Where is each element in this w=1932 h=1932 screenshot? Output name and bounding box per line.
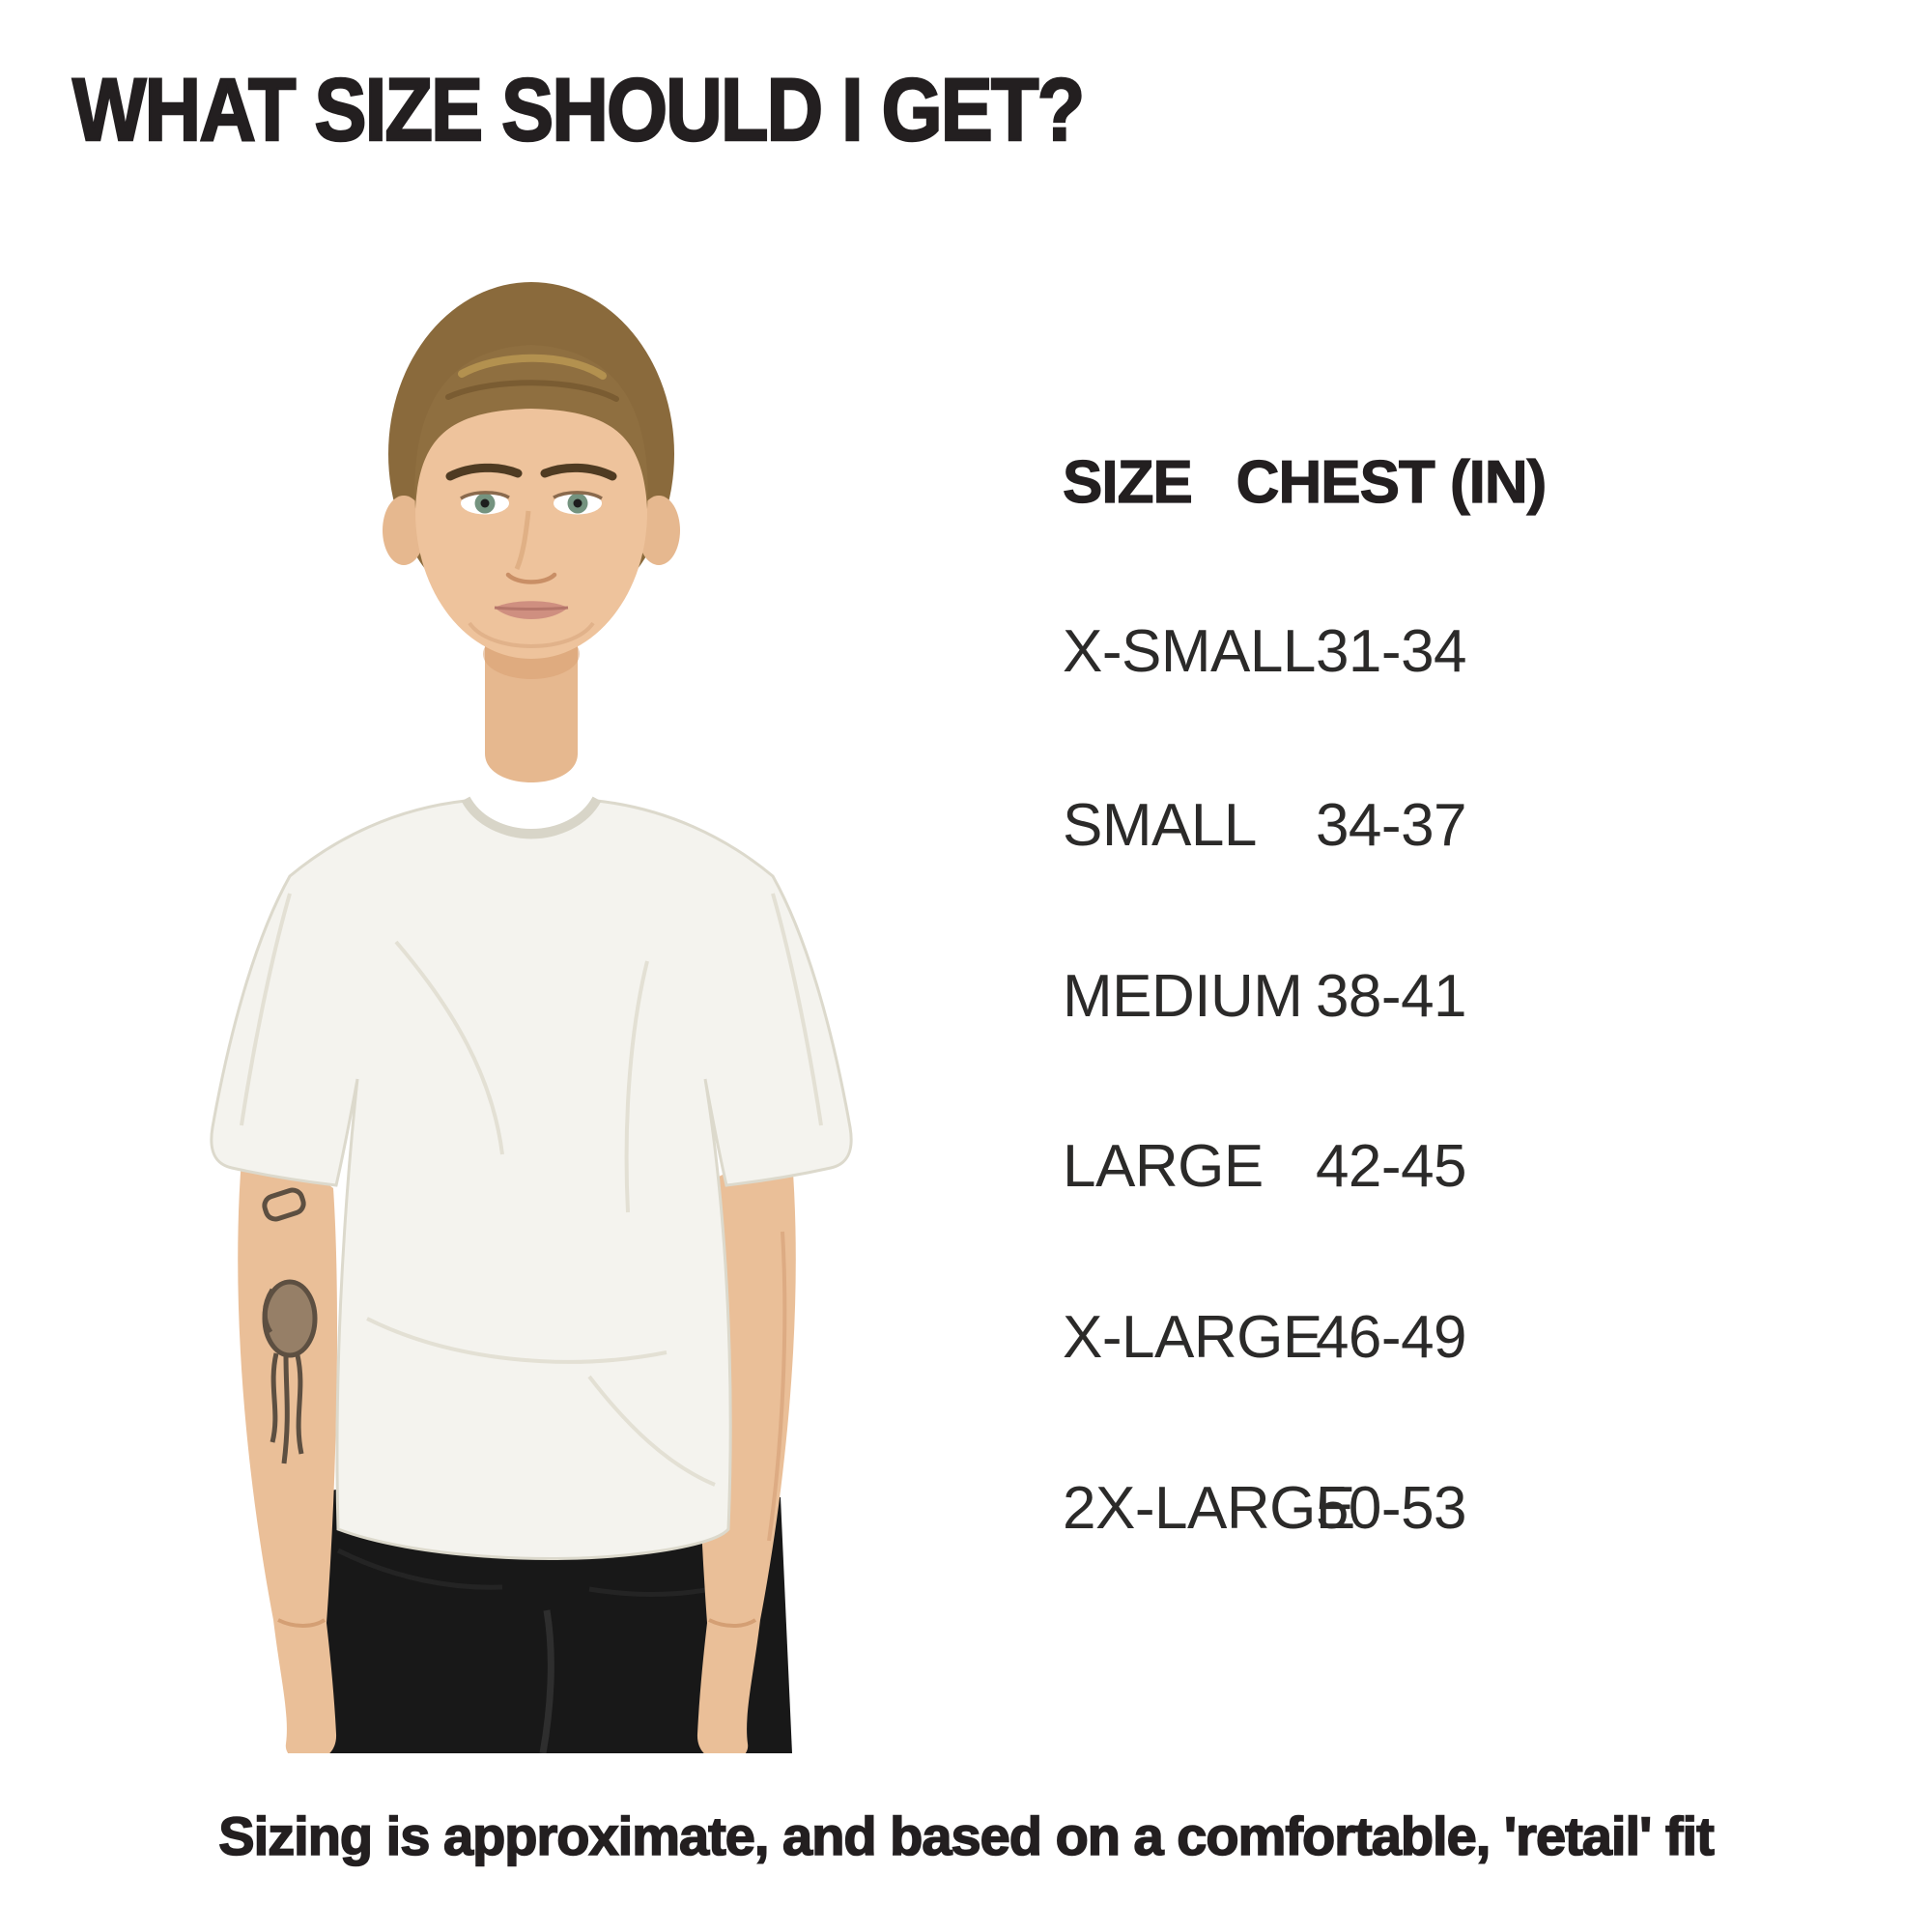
header-size: SIZE [1062,448,1193,516]
model-tshirt [210,796,853,1560]
table-row: SMALL 34-37 [1063,792,1816,860]
model-eyes [460,491,603,515]
row-chest-value: 42-45 [1315,1133,1467,1200]
row-size-label: 2X-LARGE [1063,1475,1355,1542]
size-table: SIZE CHEST (IN) X-SMALL 31-34 SMALL 34-3… [1062,448,1816,1608]
page-title: WHAT SIZE SHOULD I GET? [71,60,1086,161]
model-left-arm [238,1159,338,1753]
row-chest-value: 34-37 [1315,792,1467,859]
row-size-label: X-SMALL [1063,618,1316,685]
table-row: LARGE 42-45 [1063,1133,1816,1201]
size-table-header: SIZE CHEST (IN) [1062,448,1816,517]
table-row: X-LARGE 46-49 [1063,1304,1816,1372]
row-size-label: SMALL [1063,792,1257,859]
row-chest-value: 38-41 [1315,963,1467,1030]
row-size-label: X-LARGE [1063,1304,1322,1371]
model-photo [210,282,853,1753]
row-chest-value: 46-49 [1315,1304,1467,1371]
row-chest-value: 50-53 [1315,1475,1467,1542]
row-size-label: MEDIUM [1063,963,1303,1030]
model-head [383,282,680,659]
row-chest-value: 31-34 [1315,618,1467,685]
header-chest: CHEST (IN) [1236,448,1548,516]
table-row: 2X-LARGE 50-53 [1063,1475,1816,1543]
table-row: X-SMALL 31-34 [1063,618,1816,686]
forearm-tattoo [262,1187,318,1464]
row-size-label: LARGE [1063,1133,1264,1200]
footer-note: Sizing is approximate, and based on a co… [217,1804,1715,1867]
table-row: MEDIUM 38-41 [1063,963,1816,1031]
